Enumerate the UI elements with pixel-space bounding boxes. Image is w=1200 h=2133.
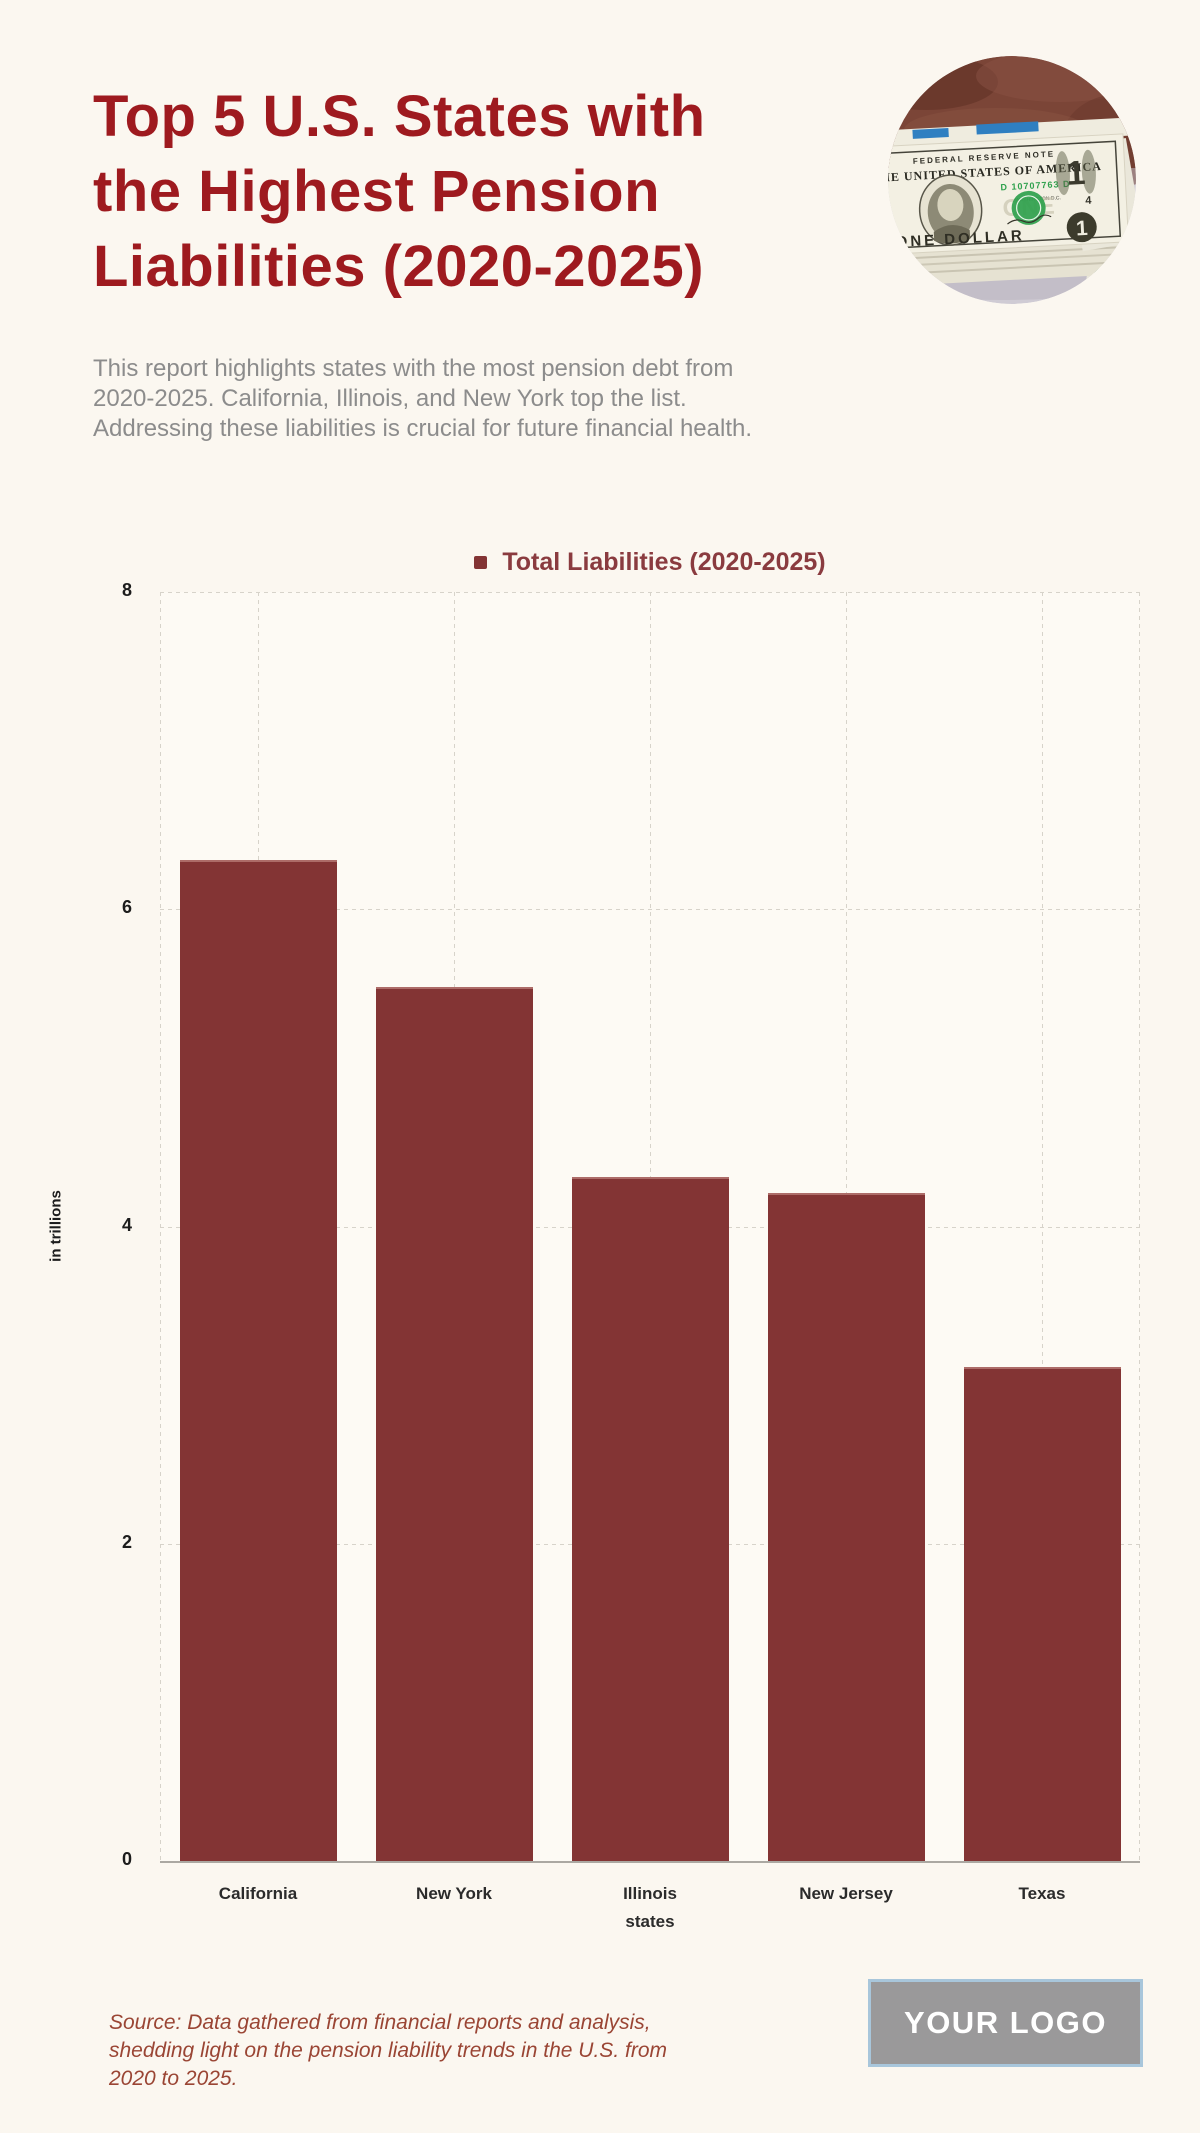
bar-new-york (375, 986, 533, 1861)
title-line: Liabilities (2020-2025) (93, 233, 705, 299)
x-label-new-york: New York (416, 1884, 492, 1903)
intro-line: Addressing these liabilities is crucial … (93, 415, 753, 442)
x-axis-labels: California New York Illinois New Jersey Texa… (160, 1884, 1140, 1904)
y-axis-ticks: 0 2 4 6 8 (70, 580, 132, 1869)
bar-new-jersey (767, 1192, 925, 1861)
money-photo: FEDERAL RESERVE NOTE THE UNITED STATES O… (888, 56, 1136, 304)
y-tick-label: 4 (121, 1214, 132, 1235)
logo-placeholder: YOUR LOGO (868, 1979, 1143, 2067)
y-tick-label: 2 (121, 1531, 132, 1552)
source-line: 2020 to 2025. (109, 2067, 238, 2090)
chart-legend: Total Liabilities (2020-2025) (160, 544, 1140, 580)
x-label-texas: Texas (1018, 1884, 1066, 1903)
v-gridline (1042, 592, 1043, 1861)
intro-line: This report highlights states with the m… (93, 355, 734, 382)
y-axis-title: in trillions (47, 1190, 65, 1262)
bill-denomination-top: 1 (1065, 154, 1086, 193)
bill-serial-number: D 10707763 D (1000, 179, 1070, 193)
chart-plot (160, 592, 1140, 1863)
title-line: Top 5 U.S. States with (93, 83, 706, 149)
y-tick-label: 0 (121, 1849, 132, 1869)
bill-denomination-bottom: 1 (1075, 217, 1088, 241)
legend-label: Total Liabilities (2020-2025) (502, 547, 826, 576)
bar-california (179, 859, 337, 1861)
bill-bottom-text: ONE DOLLAR (895, 227, 1025, 251)
y-tick-label: 6 (121, 897, 132, 918)
source-line: Source: Data gathered from financial rep… (109, 2011, 651, 2034)
page-title: Top 5 U.S. States with the Highest Pensio… (93, 79, 853, 304)
x-label-new-jersey: New Jersey (799, 1884, 893, 1903)
source-note: Source: Data gathered from financial rep… (109, 2009, 809, 2093)
x-label-illinois: Illinois (623, 1884, 677, 1903)
v-gridline (160, 592, 161, 1861)
money-photo-svg: FEDERAL RESERVE NOTE THE UNITED STATES O… (888, 56, 1136, 304)
bar-illinois (571, 1176, 729, 1861)
source-line: shedding light on the pension liability … (109, 2039, 667, 2062)
y-tick-label: 8 (121, 580, 132, 600)
v-gridline (1139, 592, 1140, 1861)
intro-line: 2020-2025. California, Illinois, and New… (93, 385, 687, 412)
x-label-california: California (218, 1884, 298, 1903)
x-axis-title: states (625, 1912, 675, 1931)
bill-plate-number: 4 (1085, 195, 1093, 207)
logo-text: YOUR LOGO (904, 2005, 1107, 2040)
bar-texas (963, 1367, 1121, 1861)
legend-marker-icon (474, 555, 488, 569)
intro-paragraph: This report highlights states with the m… (93, 354, 893, 444)
title-line: the Highest Pension (93, 158, 661, 224)
